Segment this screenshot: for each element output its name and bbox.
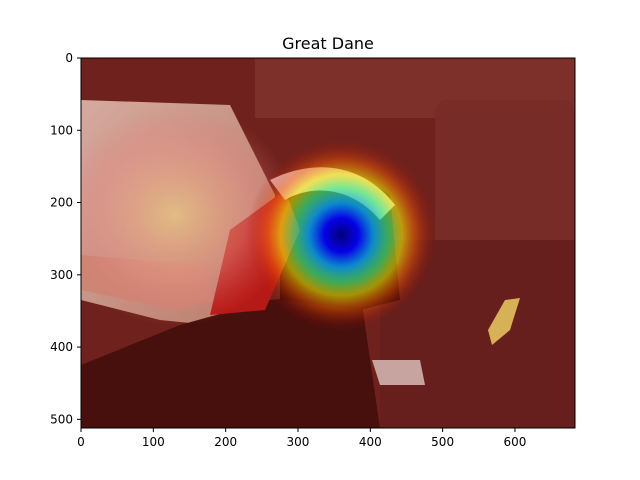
toy	[488, 298, 520, 345]
y-tick-label: 100	[50, 123, 73, 137]
y-tick-label: 300	[50, 268, 73, 282]
dog-body	[81, 290, 380, 428]
x-tick-label: 600	[504, 435, 527, 449]
x-tick-label: 0	[77, 435, 85, 449]
warm-region	[81, 105, 295, 325]
attention-hotspot	[246, 140, 437, 331]
couch-arm	[435, 100, 575, 250]
x-axis: 0 100 200 300 400 500 600	[77, 428, 526, 449]
axes-frame	[80, 57, 576, 429]
y-axis: 0 100 200 300 400 500	[50, 51, 81, 426]
heatmap-image	[81, 58, 575, 428]
y-tick-label: 500	[50, 412, 73, 426]
y-tick-label: 0	[65, 51, 73, 65]
x-tick-label: 200	[214, 435, 237, 449]
paw	[372, 360, 425, 385]
x-tick-label: 300	[287, 435, 310, 449]
x-tick-label: 500	[431, 435, 454, 449]
y-tick-label: 200	[50, 196, 73, 210]
y-tick-label: 400	[50, 340, 73, 354]
chart-title: Great Dane	[282, 34, 374, 53]
x-tick-label: 400	[359, 435, 382, 449]
x-tick-label: 100	[142, 435, 165, 449]
